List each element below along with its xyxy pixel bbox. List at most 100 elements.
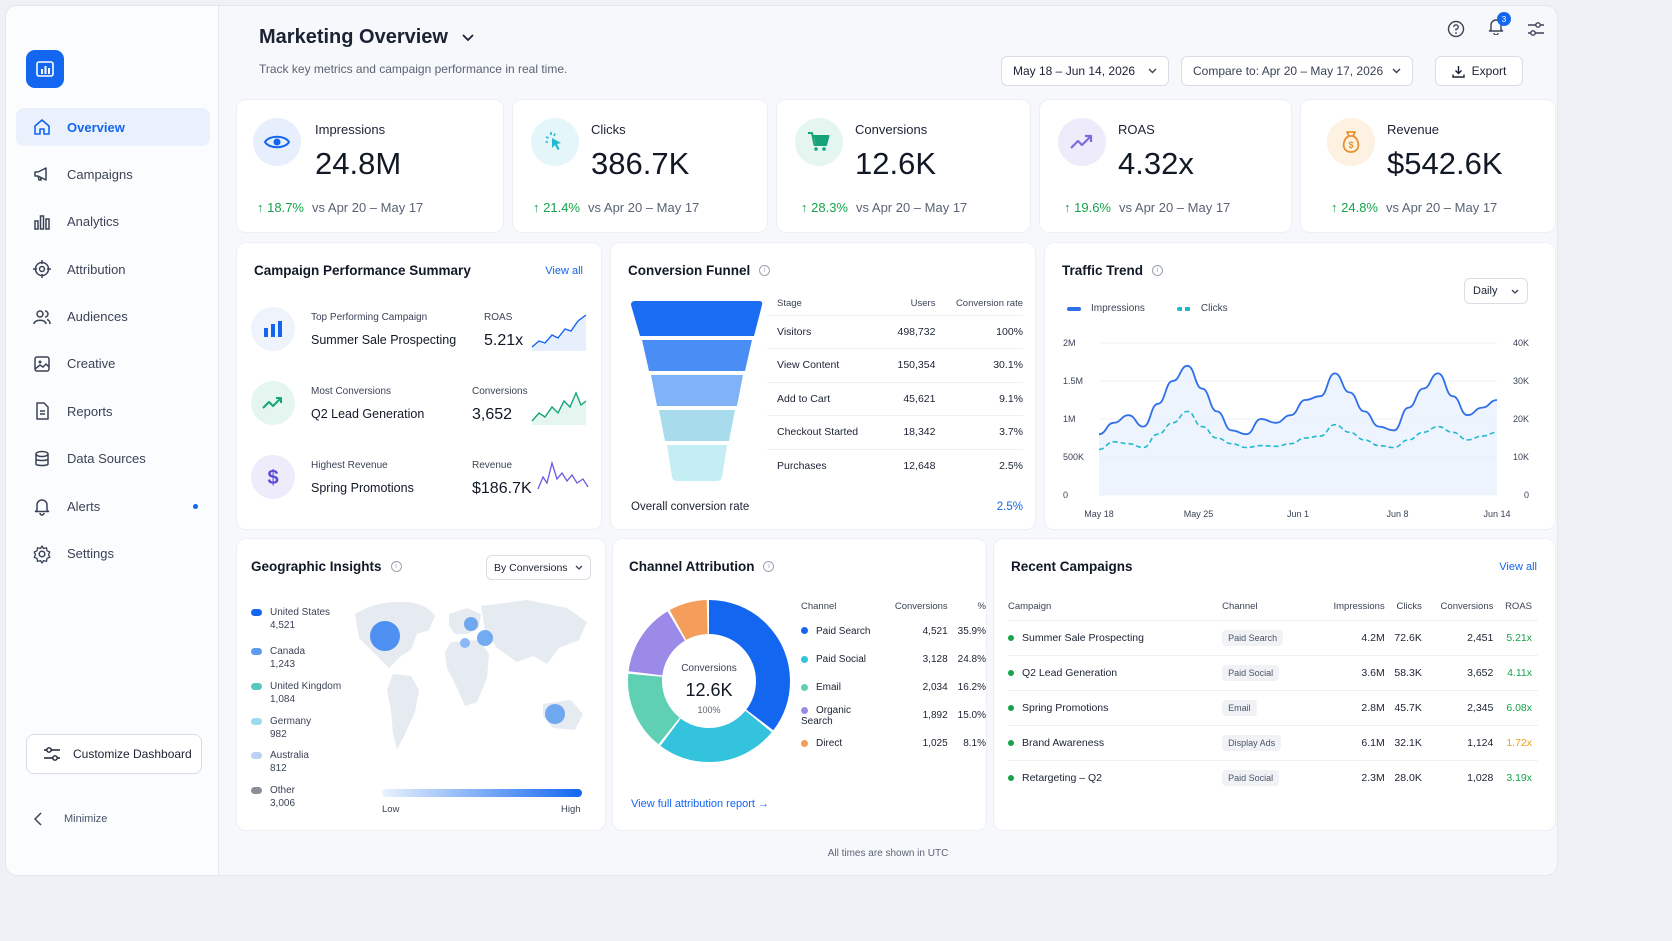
kpi-delta-positive: ↑ 28.3%: [801, 200, 848, 215]
sidebar-item-attribution[interactable]: Attribution: [16, 250, 210, 288]
donut-slice-email[interactable]: [628, 600, 790, 762]
card-title-text: Channel Attribution: [629, 559, 755, 574]
channel-conversions: 3,128: [922, 653, 948, 665]
table-row[interactable]: Organic Search 1,892 15.0%: [801, 702, 986, 730]
geo-legend-item[interactable]: United Kingdom 1,084: [251, 681, 341, 705]
table-row[interactable]: Checkout Started 18,342 3.7%: [767, 415, 1023, 449]
column-header[interactable]: Campaign: [1008, 601, 1052, 613]
minimize-sidebar-button[interactable]: Minimize: [34, 812, 107, 826]
geo-legend-item[interactable]: Australia 812: [251, 750, 309, 774]
column-header[interactable]: Clicks: [1396, 601, 1422, 613]
table-row[interactable]: Brand Awareness Display Ads 6.1M 32.1K 1,124…: [1008, 724, 1538, 760]
table-row[interactable]: Summer Sale Prospecting Paid Search 4.2M 72…: [1008, 619, 1538, 655]
table-header-row: Stage Users Conversion rate: [767, 293, 1023, 315]
geo-legend-item[interactable]: Germany 982: [251, 716, 311, 740]
table-row[interactable]: Add to Cart 45,621 9.1%: [767, 381, 1023, 416]
channel-cell: Direct: [801, 730, 885, 758]
app-window: Overview Campaigns Analytics Attribution…: [5, 5, 1558, 876]
conversions-value: 1,028: [1421, 759, 1494, 795]
sliders-icon: [44, 747, 60, 761]
page-title[interactable]: Marketing Overview: [259, 26, 474, 49]
interval-select[interactable]: Daily: [1464, 278, 1528, 304]
sidebar-item-settings[interactable]: Settings: [16, 535, 210, 573]
table-row[interactable]: Spring Promotions Email 2.8M 45.7K 2,345 6.08…: [1008, 689, 1538, 725]
summary-row-top-performing[interactable]: Top Performing Campaign Summer Sale Pros…: [251, 303, 591, 353]
campaign-cell: Spring Promotions: [1008, 689, 1193, 725]
sidebar-item-audiences[interactable]: Audiences: [16, 298, 210, 336]
geo-legend-item[interactable]: Canada 1,243: [251, 646, 305, 670]
app-logo[interactable]: [26, 50, 64, 88]
table-row[interactable]: Paid Social 3,128 24.8%: [801, 645, 986, 673]
channel-pct: 24.8%: [957, 653, 986, 665]
sidebar: Overview Campaigns Analytics Attribution…: [6, 6, 219, 875]
summary-icon-wrap: $: [251, 455, 295, 499]
kpi-delta: ↑ 28.3% vs Apr 20 – May 17: [801, 200, 967, 215]
table-row[interactable]: Purchases 12,648 2.5%: [767, 448, 1023, 483]
view-all-recent-link[interactable]: View all: [1499, 561, 1537, 573]
table-row[interactable]: Visitors 498,732 100%: [767, 314, 1023, 349]
funnel-stage: Visitors: [767, 314, 886, 349]
info-icon[interactable]: i: [390, 561, 402, 572]
geo-metric-select[interactable]: By Conversions: [486, 555, 591, 580]
column-header[interactable]: Impressions: [1333, 601, 1385, 613]
column-header[interactable]: ROAS: [1505, 601, 1532, 613]
legend-item-impressions[interactable]: Impressions: [1067, 303, 1145, 314]
info-icon[interactable]: i: [763, 561, 775, 572]
date-range-select[interactable]: May 18 – Jun 14, 2026: [1001, 56, 1169, 86]
info-icon[interactable]: i: [1152, 265, 1164, 276]
summary-kind: Highest Revenue: [311, 460, 388, 471]
bar-chart-icon: [34, 215, 50, 230]
legend-item-clicks[interactable]: Clicks: [1176, 303, 1228, 314]
geo-value: 1,084: [270, 694, 296, 705]
funnel-rate: 2.5%: [935, 448, 1023, 483]
column-header[interactable]: Channel: [1222, 601, 1258, 613]
table-row[interactable]: View Content 150,354 30.1%: [767, 348, 1023, 382]
sidebar-item-overview[interactable]: Overview: [16, 108, 210, 146]
x-tick-label: Jun 8: [1386, 509, 1408, 519]
sidebar-item-reports[interactable]: Reports: [16, 392, 210, 430]
sidebar-item-alerts[interactable]: Alerts: [16, 487, 210, 525]
kpi-icon-wrap: [1058, 118, 1106, 166]
view-attribution-report-link[interactable]: View full attribution report →: [631, 798, 769, 810]
sidebar-item-data-sources[interactable]: Data Sources: [16, 440, 210, 478]
kpi-delta: ↑ 24.8% vs Apr 20 – May 17: [1331, 200, 1497, 215]
view-all-campaigns-link[interactable]: View all: [545, 265, 583, 277]
table-row[interactable]: Q2 Lead Generation Paid Social 3.6M 58.3K 3,…: [1008, 654, 1538, 690]
compare-range-select[interactable]: Compare to: Apr 20 – May 17, 2026: [1181, 56, 1413, 86]
sidebar-item-analytics[interactable]: Analytics: [16, 203, 210, 241]
conversions-value: 1,124: [1421, 724, 1494, 760]
table-row[interactable]: Retargeting – Q2 Paid Social 2.3M 28.0K 1,02…: [1008, 759, 1538, 795]
export-button[interactable]: Export: [1435, 56, 1523, 86]
download-icon: [1451, 65, 1465, 78]
channel-dot: [801, 706, 808, 714]
table-row[interactable]: Direct 1,025 8.1%: [801, 730, 986, 758]
notifications-button[interactable]: 3: [1487, 12, 1511, 40]
info-icon[interactable]: i: [759, 265, 771, 276]
help-icon[interactable]: [1447, 20, 1465, 38]
funnel-stage-view-content: [642, 340, 752, 371]
donut-center-pct: 100%: [697, 705, 721, 715]
donut-slice-paid-social[interactable]: [628, 600, 790, 762]
geo-legend-item[interactable]: Other 3,006: [251, 785, 295, 809]
funnel-users: 12,648: [885, 448, 936, 483]
sidebar-item-campaigns[interactable]: Campaigns: [16, 155, 210, 193]
sidebar-item-creative[interactable]: Creative: [16, 345, 210, 383]
legend-swatch: [251, 608, 262, 616]
customize-dashboard-button[interactable]: Customize Dashboard: [26, 734, 202, 774]
card-title: Conversion Funnel i: [628, 263, 771, 278]
summary-row-most-conversions[interactable]: Most Conversions Q2 Lead Generation Conv…: [251, 377, 591, 427]
kpi-card-clicks: Clicks 386.7K ↑ 21.4% vs Apr 20 – May 17: [512, 99, 768, 233]
table-row[interactable]: Email 2,034 16.2%: [801, 673, 986, 701]
donut-slice-paid-search[interactable]: [628, 600, 790, 762]
legend-swatch: [1176, 306, 1191, 311]
column-header[interactable]: Conversions: [1440, 601, 1494, 613]
summary-row-highest-revenue[interactable]: $ Highest Revenue Spring Promotions Reve…: [251, 451, 591, 501]
status-dot: [1008, 669, 1014, 676]
impressions-value: 2.3M: [1315, 759, 1385, 795]
table-row[interactable]: Paid Search 4,521 35.9%: [801, 617, 986, 645]
summary-campaign-name: Q2 Lead Generation: [311, 407, 425, 421]
geo-legend-item[interactable]: United States 4,521: [251, 607, 330, 631]
conversions-value: 2,451: [1421, 619, 1494, 655]
filter-settings-icon[interactable]: [1527, 20, 1545, 38]
summary-metric-value: $186.7K: [472, 480, 532, 497]
